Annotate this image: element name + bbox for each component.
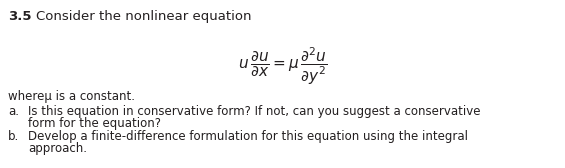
Text: Develop a finite-difference formulation for this equation using the integral: Develop a finite-difference formulation …: [28, 130, 468, 143]
Text: Is this equation in conservative form? If not, can you suggest a conservative: Is this equation in conservative form? I…: [28, 105, 480, 118]
Text: whereμ is a constant.: whereμ is a constant.: [8, 90, 135, 103]
Text: form for the equation?: form for the equation?: [28, 117, 161, 130]
Text: Consider the nonlinear equation: Consider the nonlinear equation: [36, 10, 251, 23]
Text: b.: b.: [8, 130, 19, 143]
Text: approach.: approach.: [28, 142, 87, 155]
Text: $u\,\dfrac{\partial u}{\partial x}=\mu\,\dfrac{\partial^2 u}{\partial y^2}$: $u\,\dfrac{\partial u}{\partial x}=\mu\,…: [238, 46, 328, 87]
Text: a.: a.: [8, 105, 19, 118]
Text: 3.5: 3.5: [8, 10, 32, 23]
